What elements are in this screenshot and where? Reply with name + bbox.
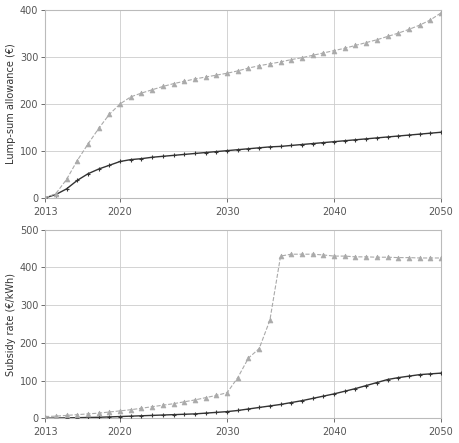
Y-axis label: Lump-sum allowance (€): Lump-sum allowance (€)	[6, 43, 16, 164]
Y-axis label: Subsidy rate (€/kWh): Subsidy rate (€/kWh)	[6, 272, 16, 376]
